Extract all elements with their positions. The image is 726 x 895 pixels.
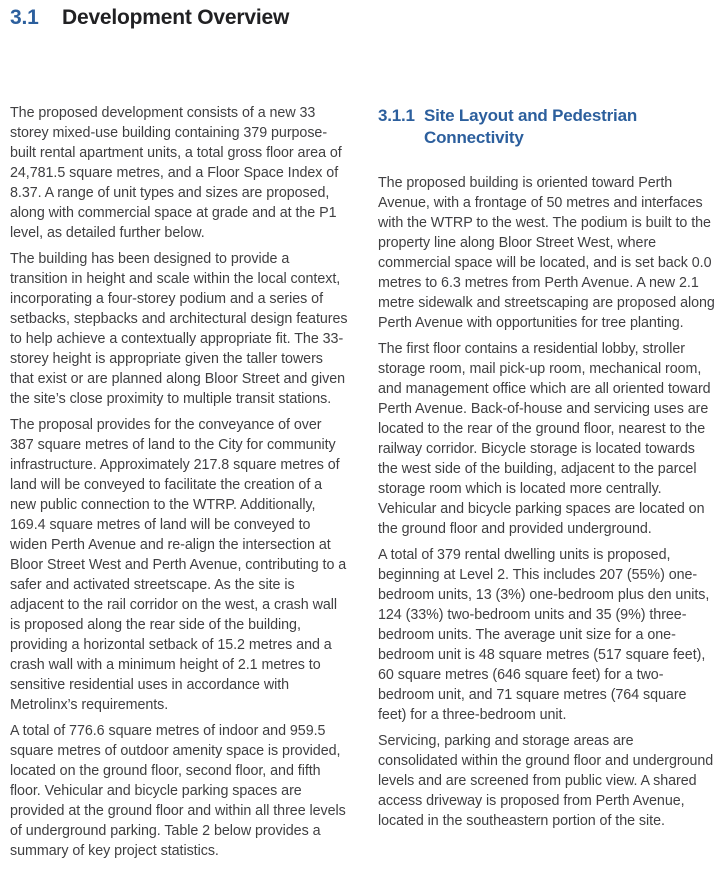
- left-column: The proposed development consists of a n…: [10, 103, 348, 861]
- right-column: 3.1.1 Site Layout and Pedestrian Connect…: [378, 103, 716, 861]
- two-column-layout: The proposed development consists of a n…: [10, 103, 716, 861]
- paragraph: The proposal provides for the conveyance…: [10, 417, 347, 713]
- paragraph: The first floor contains a residential l…: [378, 341, 711, 537]
- paragraph: The building has been designed to provid…: [10, 251, 348, 407]
- subsection-number: 3.1.1: [378, 106, 415, 125]
- paragraph: The proposed building is oriented toward…: [378, 175, 715, 331]
- section-heading: 3.1 Development Overview: [10, 5, 716, 31]
- subsection-heading: 3.1.1 Site Layout and Pedestrian Connect…: [378, 105, 716, 149]
- paragraph: The proposed development consists of a n…: [10, 105, 342, 241]
- subsection-title: Site Layout and Pedestrian Connectivity: [424, 106, 638, 147]
- section-title: Development Overview: [62, 6, 290, 29]
- section-number: 3.1: [10, 6, 39, 29]
- paragraph: A total of 379 rental dwelling units is …: [378, 547, 710, 723]
- paragraph: Servicing, parking and storage areas are…: [378, 733, 714, 829]
- paragraph: A total of 776.6 square metres of indoor…: [10, 723, 346, 859]
